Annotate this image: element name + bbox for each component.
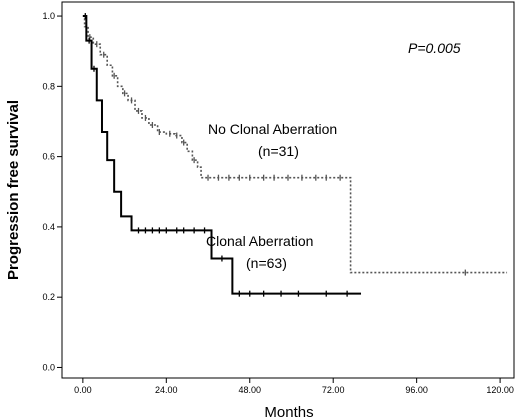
y-tick-label: 0.6 [42,152,55,162]
x-tick-label: 0.00 [74,385,92,395]
x-tick-label: 24.00 [155,385,178,395]
p-value-annotation: P=0.005 [408,40,461,56]
x-tick-label: 120.00 [486,385,514,395]
plot-area-frame [61,1,515,379]
x-tick-label: 72.00 [322,385,345,395]
y-tick-label: 0.2 [42,292,55,302]
y-tick-label: 1.0 [42,11,55,21]
x-axis-title: Months [264,404,313,419]
x-tick-label: 96.00 [405,385,428,395]
y-tick-label: 0.0 [42,362,55,372]
series-clonal-aberration [82,13,362,297]
clonal-n-label: (n=63) [246,255,287,271]
no-clonal-label: No Clonal Aberration [208,121,337,137]
survival-curves [82,13,508,297]
no-clonal-n-label: (n=31) [258,143,299,159]
y-tick-label: 0.4 [42,222,55,232]
series-no-clonal-aberration [82,15,508,276]
clonal-label: Clonal Aberration [206,233,313,249]
x-tick-label: 48.00 [238,385,261,395]
survival-step-line [82,15,508,274]
y-tick-label: 0.8 [42,81,55,91]
y-axis-title: Progression free survival [5,100,22,280]
survival-step-line [82,15,362,295]
axis-ticks: 0.0 0.2 0.4 0.6 0.8 1.0 0.00 24.00 48.00 72.00 96.… [42,11,513,395]
